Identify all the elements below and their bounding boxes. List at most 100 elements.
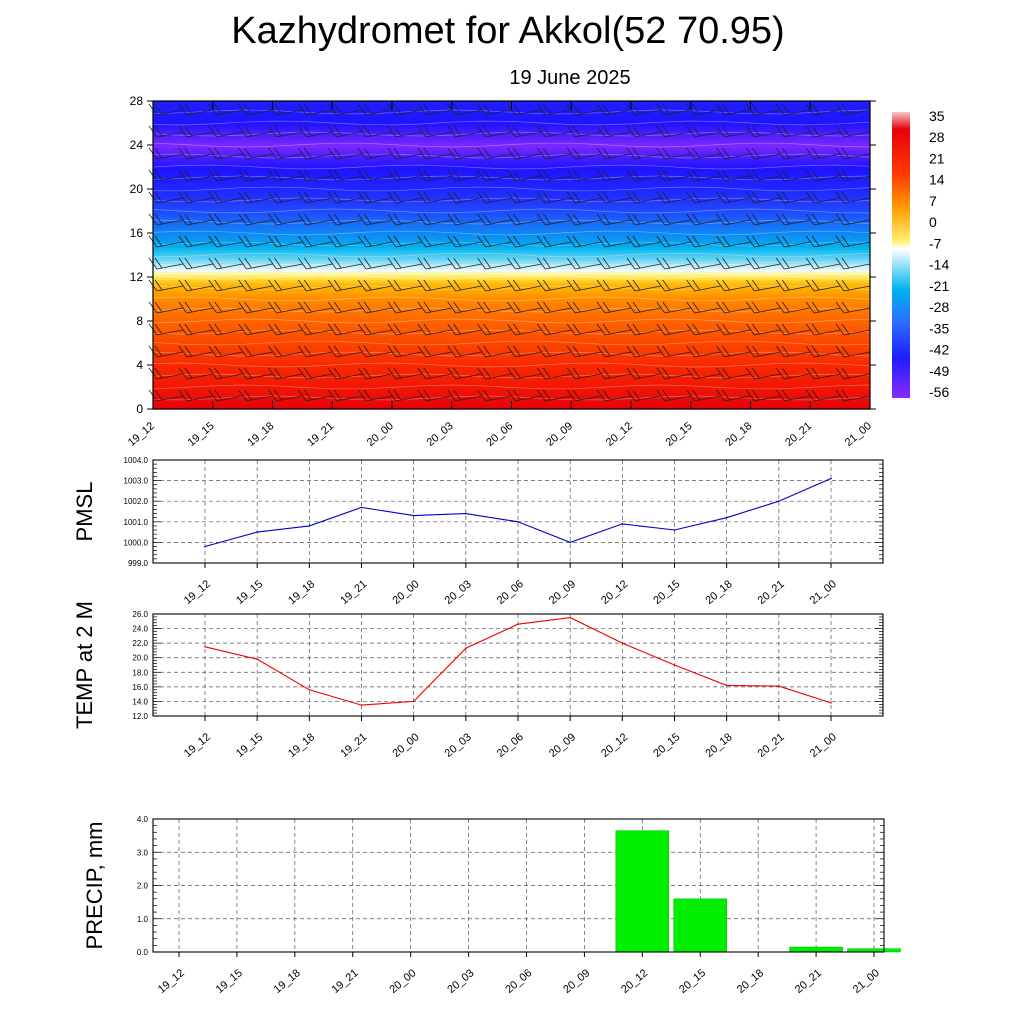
pmsl-point — [308, 525, 311, 527]
wind-barb-shaft — [425, 175, 452, 182]
wind-barb-flag — [752, 257, 760, 269]
pmsl-xtick-label: 20_09 — [547, 578, 578, 607]
wind-barb-flag — [513, 169, 521, 181]
wind-barb-flag — [327, 389, 337, 402]
wind-barb-flag — [453, 169, 462, 181]
wind-barb-shaft — [575, 395, 602, 402]
temp-point — [465, 647, 467, 650]
wind-barb-shaft — [575, 307, 602, 314]
wind-barb — [536, 279, 572, 292]
wind-barb — [417, 279, 452, 292]
wind-barb-flag — [363, 345, 372, 357]
wind-barb-shaft — [395, 351, 423, 358]
wind-barb-flag — [692, 213, 700, 225]
wind-barb-flag — [304, 235, 312, 247]
pmsl-xtick-label: 20_12 — [599, 578, 630, 607]
wind-barb-flag — [602, 213, 611, 225]
wind-barb-shaft — [575, 285, 602, 292]
wind-barb-flag — [596, 257, 606, 270]
wind-barb-flag — [811, 169, 820, 181]
pmsl-point — [778, 500, 780, 503]
wind-barb-flag — [274, 301, 282, 313]
wind-barb-flag — [841, 213, 850, 225]
heatmap-xtick-label: 20_21 — [783, 420, 814, 449]
wind-barb-shaft — [246, 351, 273, 358]
wind-barb-flag — [566, 191, 576, 204]
colorbar-label: -21 — [929, 278, 949, 294]
wind-barb-shaft — [395, 197, 423, 204]
wind-barb — [507, 169, 542, 182]
wind-barb-flag — [781, 323, 790, 335]
wind-barb-shaft — [694, 197, 721, 204]
wind-barb-flag — [393, 389, 402, 401]
wind-barb-flag — [357, 213, 367, 226]
wind-barb-flag — [775, 323, 785, 336]
wind-barb — [566, 367, 602, 380]
wind-barb-shaft — [694, 219, 721, 226]
wind-barb-flag — [507, 301, 516, 314]
colorbar-label: 0 — [929, 214, 937, 230]
wind-barb-shaft — [515, 351, 542, 358]
wind-barb-flag — [752, 389, 760, 401]
colorbar-label: -35 — [929, 320, 949, 336]
wind-barb — [447, 345, 482, 358]
wind-barb — [178, 323, 213, 336]
wind-barb-flag — [841, 279, 850, 291]
wind-barb-shaft — [246, 109, 273, 116]
wind-barb-flag — [393, 191, 402, 203]
wind-barb-flag — [483, 257, 491, 269]
wind-barb-flag — [357, 367, 367, 380]
wind-barb-flag — [244, 191, 252, 203]
wind-barb — [805, 213, 841, 226]
wind-barb — [566, 147, 602, 160]
heatmap-xtick-label: 20_00 — [365, 420, 396, 449]
wind-barb — [507, 323, 542, 336]
wind-barb-shaft — [246, 175, 273, 182]
wind-barb-shaft — [664, 351, 691, 358]
wind-barb-shaft — [575, 131, 602, 138]
temp-xtick-label: 20_21 — [756, 731, 787, 760]
wind-barb-shaft — [336, 263, 363, 270]
wind-barb-flag — [626, 301, 636, 314]
wind-barb — [805, 367, 841, 380]
wind-barb-flag — [274, 213, 282, 225]
wind-barb-flag — [781, 169, 790, 181]
wind-barb — [208, 125, 243, 138]
wind-barb-flag — [781, 279, 790, 291]
wind-barb-flag — [214, 345, 223, 357]
wind-barb-shaft — [336, 351, 363, 358]
wind-barb-shaft — [425, 263, 452, 270]
wind-barb-flag — [692, 389, 700, 401]
contour-line — [152, 296, 871, 302]
wind-barb-flag — [722, 213, 730, 225]
wind-barb — [327, 367, 363, 380]
wind-barb-flag — [716, 389, 725, 402]
pmsl-ytick-label: 1001.0 — [124, 518, 149, 527]
heatmap-xtick-label: 19_21 — [305, 420, 336, 449]
wind-barb-flag — [393, 125, 402, 137]
heatmap-cell — [153, 334, 870, 339]
wind-barb-flag — [333, 213, 342, 225]
wind-barb-flag — [722, 323, 730, 335]
wind-barb-shaft — [276, 131, 303, 138]
wind-barb-flag — [447, 367, 457, 380]
wind-barb-flag — [572, 323, 581, 335]
wind-barb — [477, 389, 512, 402]
wind-barb-shaft — [366, 329, 393, 336]
wind-barb-flag — [632, 257, 641, 269]
wind-barb-flag — [513, 301, 521, 313]
wind-barb-flag — [566, 103, 576, 116]
heatmap-cell — [153, 288, 870, 292]
wind-barb-flag — [716, 367, 725, 380]
wind-barb-shaft — [455, 175, 482, 182]
wind-barb — [835, 213, 871, 226]
wind-barb-shaft — [276, 197, 303, 204]
wind-barb-shaft — [216, 307, 243, 314]
heatmap-cell — [153, 389, 870, 394]
heatmap-cell — [153, 362, 870, 366]
heatmap-cell — [153, 249, 870, 253]
precip-ytick-label: 0.0 — [137, 948, 149, 957]
wind-barb-flag — [268, 323, 277, 336]
wind-barb-flag — [304, 191, 312, 203]
wind-barb — [805, 301, 841, 314]
